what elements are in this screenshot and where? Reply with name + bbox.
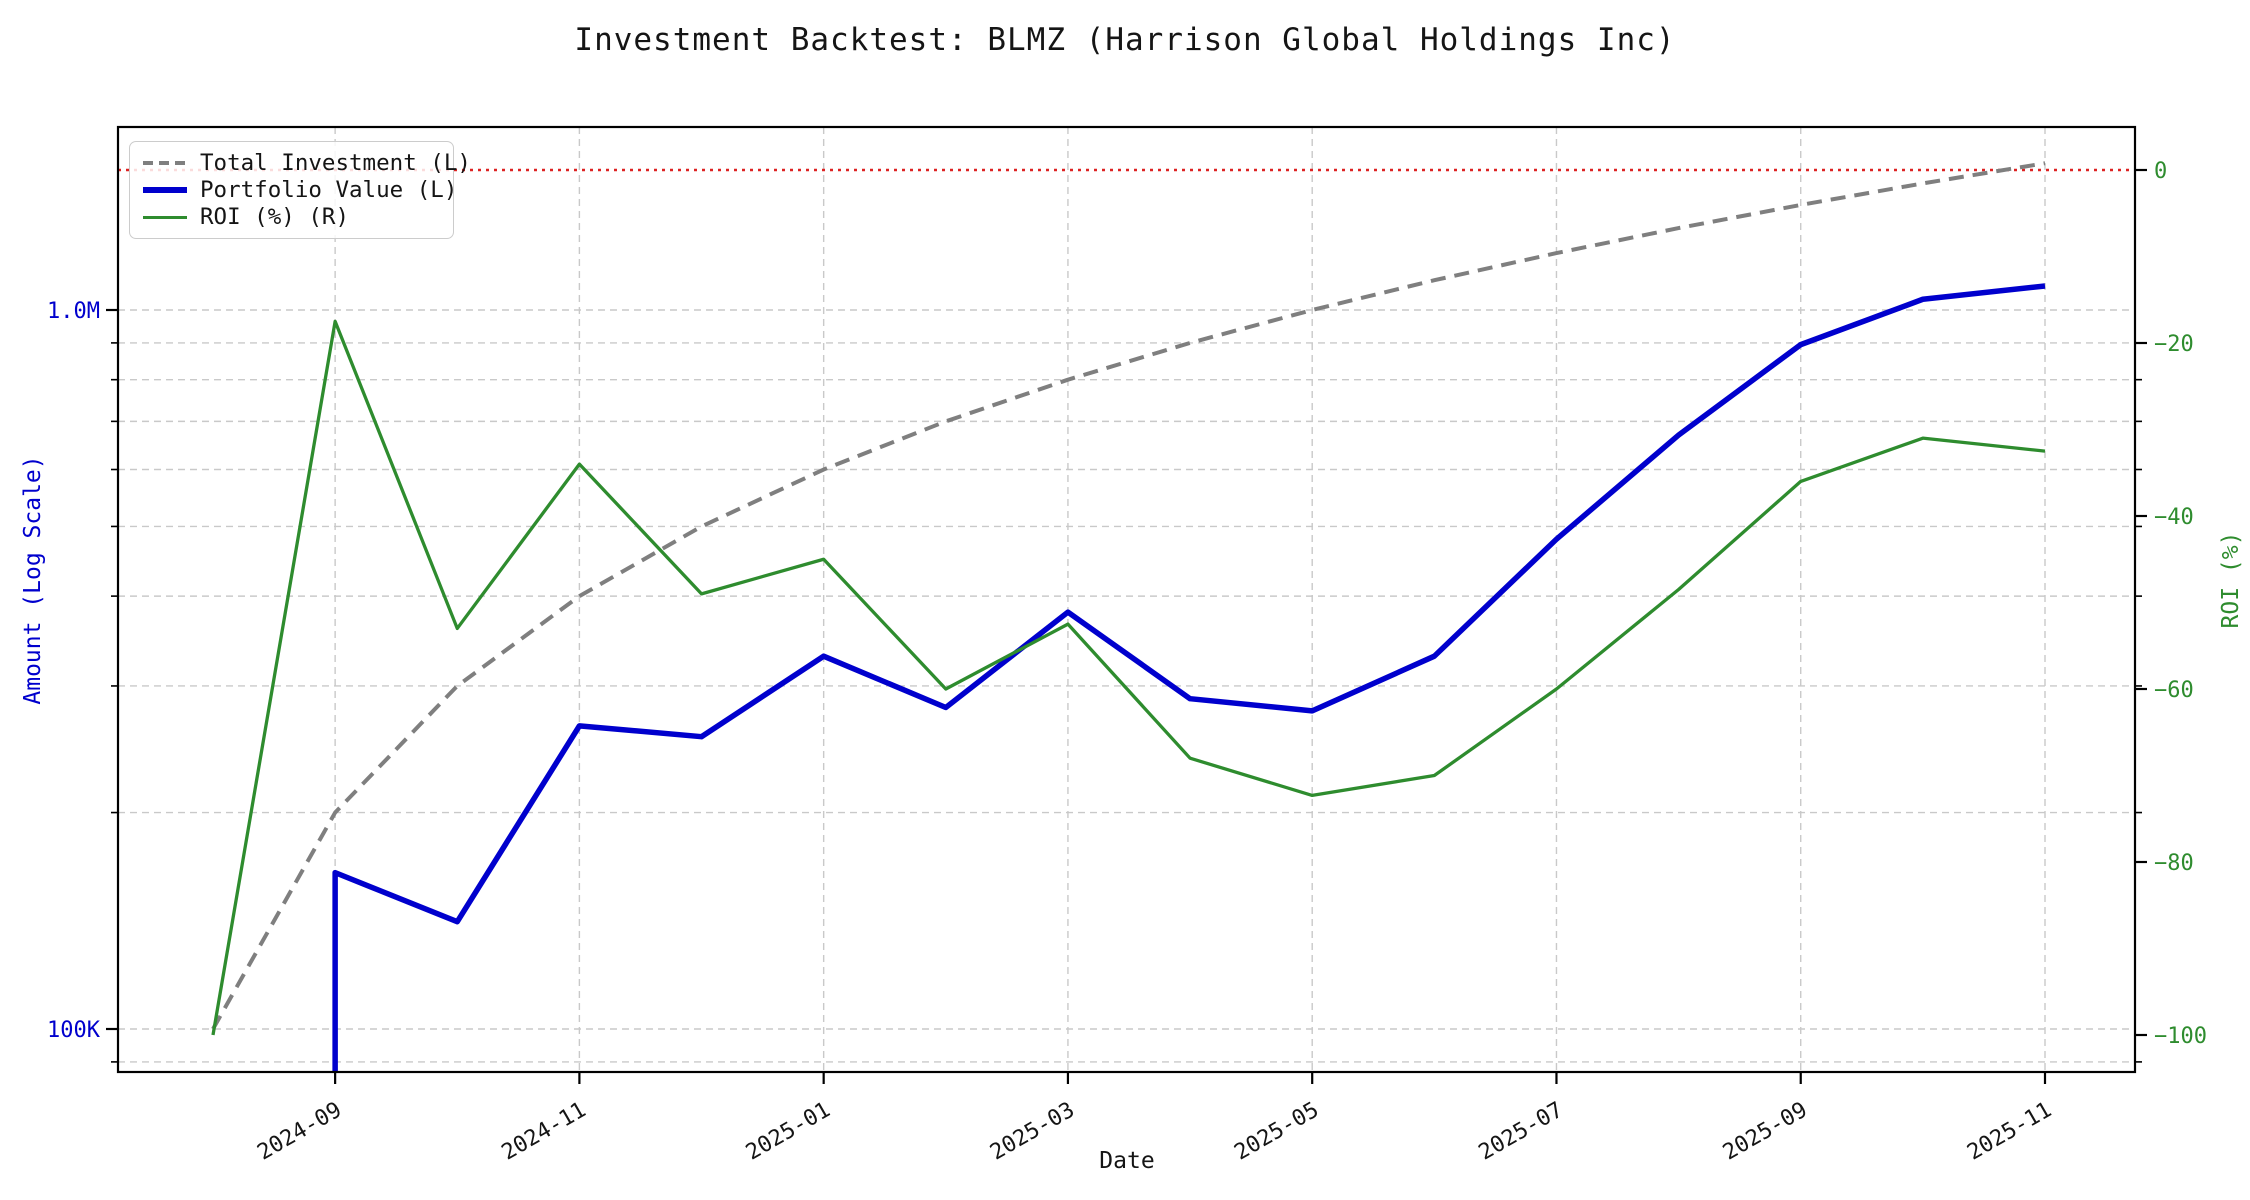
- series-line-roi-r: [211, 319, 2046, 1036]
- left-axis-title: Amount (Log Scale): [20, 455, 46, 705]
- right-axis-title: ROI (%): [2218, 531, 2244, 629]
- gridlines-horizontal: [118, 309, 2135, 1063]
- series-line-portfolio-value-l: [332, 283, 2046, 1072]
- chart-title: Investment Backtest: BLMZ (Harrison Glob…: [574, 22, 1676, 58]
- left-tick-label: 1.0M: [47, 299, 100, 324]
- plot-border: [116, 125, 2137, 1074]
- total-investment-line-swatch: [143, 160, 187, 165]
- gridlines-vertical: [334, 127, 2046, 1072]
- legend-item-roi: ROI (%) (R): [143, 204, 440, 231]
- left-tick-label: 100K: [47, 1018, 101, 1043]
- axis-ticks: [106, 168, 2147, 1084]
- legend-label: Portfolio Value (L): [200, 176, 458, 203]
- right-tick-label: −40: [2154, 505, 2194, 530]
- legend-item-portfolio-value: Portfolio Value (L): [143, 176, 457, 203]
- right-tick-label: −100: [2154, 1024, 2207, 1049]
- series-lines: [211, 161, 2046, 1072]
- right-tick-label: −20: [2154, 332, 2194, 357]
- legend-item-total-investment: Total Investment (L): [143, 149, 471, 176]
- roi-line-swatch: [143, 215, 187, 220]
- right-tick-label: −60: [2154, 678, 2194, 703]
- series-line-total-investment-l: [211, 161, 2046, 1030]
- legend: Total Investment (L) Portfolio Value (L)…: [129, 141, 471, 239]
- legend-label: ROI (%) (R): [200, 204, 350, 231]
- legend-label: Total Investment (L): [200, 149, 471, 176]
- right-tick-label: 0: [2154, 159, 2167, 184]
- right-tick-label: −80: [2154, 851, 2194, 876]
- x-axis-title: Date: [1099, 1148, 1155, 1174]
- portfolio-value-line-swatch: [143, 186, 187, 194]
